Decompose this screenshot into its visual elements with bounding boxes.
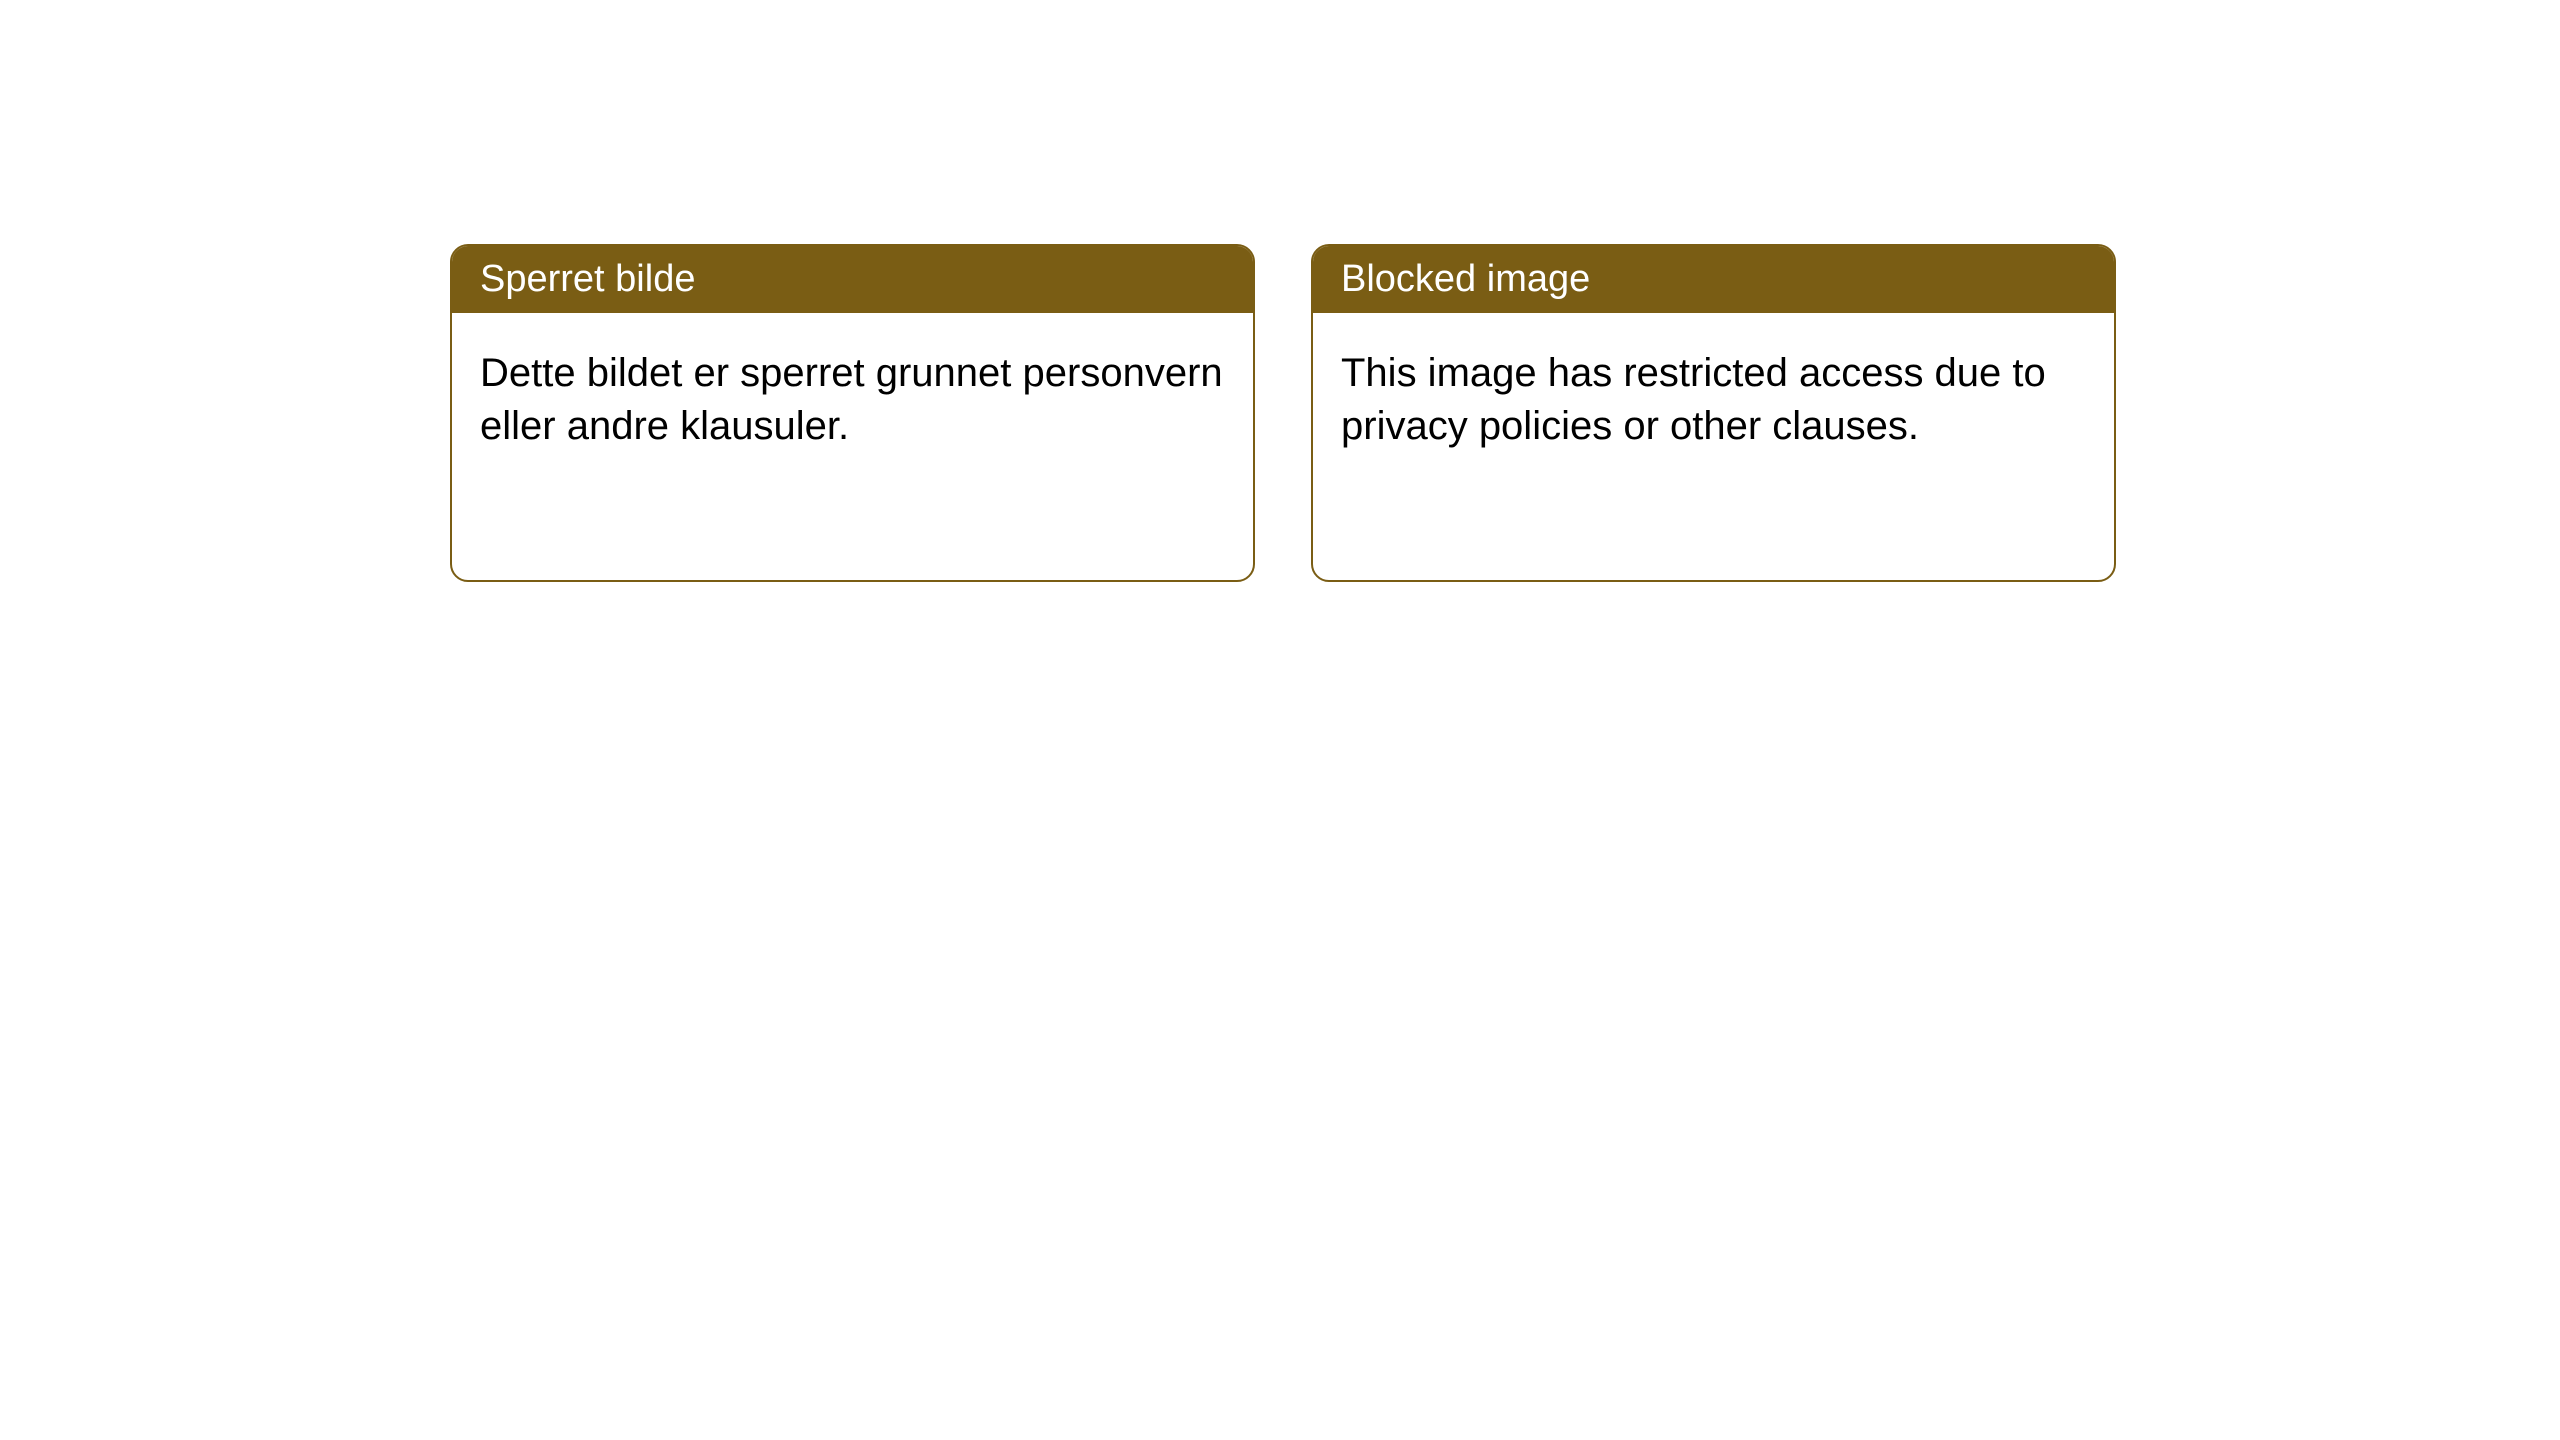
- notice-body: Dette bildet er sperret grunnet personve…: [452, 313, 1253, 487]
- notice-card-english: Blocked image This image has restricted …: [1311, 244, 2116, 582]
- notice-container: Sperret bilde Dette bildet er sperret gr…: [0, 0, 2560, 582]
- notice-title: Blocked image: [1313, 246, 2114, 313]
- notice-card-norwegian: Sperret bilde Dette bildet er sperret gr…: [450, 244, 1255, 582]
- notice-body: This image has restricted access due to …: [1313, 313, 2114, 487]
- notice-title: Sperret bilde: [452, 246, 1253, 313]
